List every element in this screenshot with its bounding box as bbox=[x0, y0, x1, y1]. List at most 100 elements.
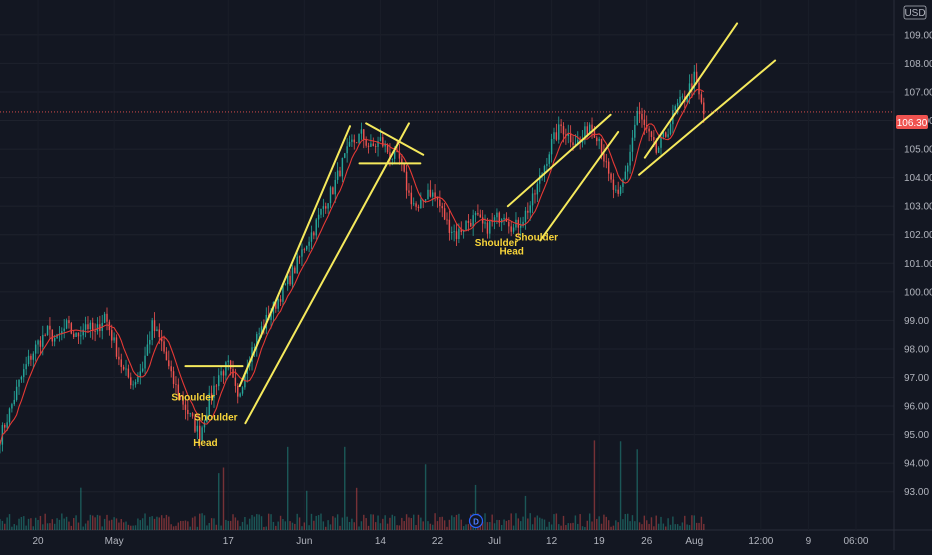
volume-bar bbox=[286, 446, 289, 530]
candle-body bbox=[626, 165, 629, 172]
volume-bar bbox=[23, 516, 25, 530]
candle-body bbox=[253, 347, 256, 348]
candle-body bbox=[681, 96, 684, 98]
volume-bar bbox=[177, 522, 180, 530]
candle-body bbox=[379, 137, 382, 141]
volume-bar bbox=[555, 513, 558, 530]
volume-bar bbox=[700, 516, 703, 530]
candle-body bbox=[703, 102, 705, 115]
candle-body bbox=[622, 179, 624, 187]
candle-body bbox=[370, 143, 372, 147]
volume-bar bbox=[508, 520, 510, 530]
volume-bar bbox=[593, 440, 596, 530]
volume-bar bbox=[631, 515, 634, 530]
price-tick-label: 99.00 bbox=[904, 316, 929, 327]
candle-body bbox=[199, 425, 201, 441]
candle-body bbox=[130, 377, 132, 386]
volume-bar bbox=[412, 514, 415, 530]
candle-body bbox=[115, 337, 118, 357]
candle-body bbox=[15, 386, 18, 400]
candle-body bbox=[134, 382, 137, 385]
price-axis[interactable]: 93.00 94.00 95.00 96.00 97.00 98.00 99.00 100.0… bbox=[904, 30, 932, 498]
volume-bar bbox=[282, 518, 284, 530]
candle-body bbox=[127, 368, 130, 378]
event-marker[interactable]: D bbox=[468, 513, 484, 529]
volume-bar bbox=[127, 524, 130, 530]
volume-bar bbox=[512, 525, 515, 530]
volume-bar bbox=[382, 518, 384, 530]
candle-body bbox=[522, 221, 524, 226]
currency-badge[interactable]: USD bbox=[903, 5, 927, 20]
volume-bar bbox=[172, 526, 175, 530]
candle-body bbox=[70, 323, 73, 334]
volume-bar bbox=[617, 522, 619, 530]
volume-bar bbox=[465, 524, 467, 530]
volume-bar bbox=[491, 514, 493, 530]
candle-body bbox=[624, 171, 627, 180]
candle-body bbox=[598, 138, 600, 142]
candle-body bbox=[653, 136, 655, 140]
volume-bar bbox=[489, 522, 491, 530]
candle-body bbox=[607, 161, 610, 174]
candle-body bbox=[553, 132, 555, 139]
volume-bar bbox=[374, 522, 377, 530]
volume-bar bbox=[531, 524, 534, 530]
volume-bar bbox=[179, 520, 182, 530]
volume-bar bbox=[610, 526, 612, 530]
candle-body bbox=[417, 206, 420, 209]
candle-body bbox=[377, 140, 379, 147]
volume-bar bbox=[151, 516, 153, 530]
volume-bar bbox=[234, 517, 237, 530]
volume-bar bbox=[44, 513, 46, 530]
volume-bar bbox=[636, 449, 638, 530]
volume-bar bbox=[8, 514, 11, 530]
candle-body bbox=[68, 320, 70, 324]
volume-bar bbox=[1, 520, 4, 530]
candle-body bbox=[648, 128, 650, 132]
volume-bar bbox=[401, 517, 403, 530]
volume-bar bbox=[260, 516, 263, 530]
volume-bar bbox=[591, 521, 593, 530]
candle-body bbox=[42, 334, 44, 347]
volume-bar bbox=[187, 521, 189, 530]
volume-bar bbox=[569, 523, 572, 530]
volume-bar bbox=[70, 525, 73, 530]
trendline-channel-1-lower bbox=[244, 122, 410, 425]
volume-bar bbox=[170, 524, 172, 530]
volume-bar bbox=[358, 526, 360, 530]
candle-body bbox=[49, 325, 51, 330]
volume-bar bbox=[389, 517, 391, 530]
trendlines[interactable] bbox=[184, 22, 777, 425]
trendline-channel-3-upper bbox=[643, 22, 739, 159]
volume-bar bbox=[460, 519, 462, 530]
candle-body bbox=[194, 416, 196, 432]
candle-body bbox=[103, 313, 106, 323]
candle-body bbox=[448, 219, 451, 233]
volume-bar bbox=[543, 519, 546, 530]
volume-bar bbox=[329, 524, 332, 530]
moving-average bbox=[0, 88, 705, 445]
candle-body bbox=[20, 376, 23, 380]
candle-body bbox=[676, 102, 679, 107]
candle-body bbox=[301, 249, 303, 257]
annotation-shoulder: Shoulder bbox=[194, 412, 237, 423]
candle-body bbox=[260, 326, 263, 334]
volume-bar bbox=[322, 521, 325, 530]
volume-bar bbox=[208, 522, 210, 530]
volume-bar bbox=[529, 513, 531, 530]
candle-body bbox=[77, 332, 80, 337]
volume-bar bbox=[558, 524, 560, 530]
time-axis[interactable]: 20 May 17 Jun 14 22 Jul 12 19 26 Aug 12:00 9 06:00 bbox=[32, 536, 868, 547]
candle-body bbox=[206, 414, 208, 423]
volume-bar bbox=[232, 514, 234, 530]
candle-body bbox=[175, 383, 177, 385]
candle-body bbox=[584, 126, 586, 139]
volume-bar bbox=[515, 513, 517, 530]
volume-bar bbox=[415, 525, 417, 530]
candle-body bbox=[396, 150, 398, 153]
volume-bar bbox=[37, 519, 39, 530]
volume-bar bbox=[674, 524, 676, 530]
price-tick-label: 107.00 bbox=[904, 87, 932, 98]
